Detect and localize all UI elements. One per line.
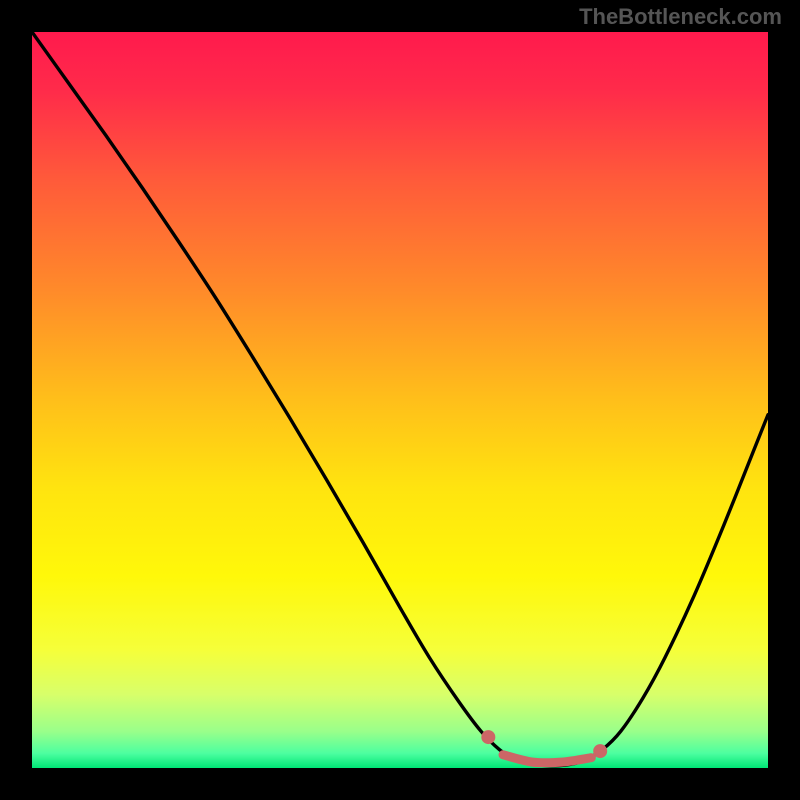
curve-marker: [482, 731, 495, 744]
gradient-background: [32, 32, 768, 768]
plot-area: [32, 32, 768, 768]
watermark-text: TheBottleneck.com: [579, 4, 782, 30]
curve-marker: [594, 745, 607, 758]
chart-svg: [32, 32, 768, 768]
